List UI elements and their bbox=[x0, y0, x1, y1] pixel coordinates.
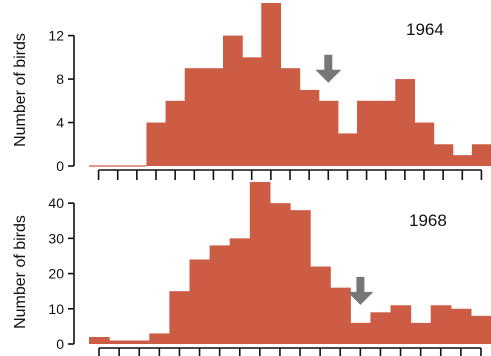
panel-1968: Number of birds 1968 0 10 20 30 40 bbox=[12, 182, 491, 356]
bars-1968 bbox=[89, 182, 491, 344]
bar bbox=[299, 89, 320, 166]
y-tick-label: 0 bbox=[56, 336, 64, 352]
y-tick-label: 8 bbox=[56, 71, 64, 87]
bar bbox=[470, 315, 491, 344]
bar bbox=[89, 336, 110, 344]
down-arrow-icon bbox=[347, 276, 374, 305]
bar bbox=[109, 340, 130, 344]
bar bbox=[450, 308, 472, 344]
y-axis-label-1968: Number of birds bbox=[12, 215, 29, 329]
axes-1964: 0 4 8 12 bbox=[48, 28, 483, 180]
bar bbox=[471, 144, 491, 166]
y-tick-label: 30 bbox=[48, 230, 64, 246]
panel-1964: Number of birds 1964 0 4 8 12 bbox=[12, 3, 491, 180]
bar bbox=[249, 182, 271, 344]
bar bbox=[165, 100, 186, 166]
bar bbox=[414, 122, 435, 166]
bar bbox=[290, 210, 311, 344]
bar bbox=[318, 100, 339, 166]
bar bbox=[390, 305, 412, 344]
bar bbox=[310, 266, 331, 344]
axes-1968: 0 10 20 30 40 bbox=[48, 195, 482, 356]
bar bbox=[370, 312, 392, 344]
bar bbox=[395, 79, 416, 166]
bar bbox=[242, 57, 262, 166]
bar bbox=[189, 259, 211, 344]
bar bbox=[430, 305, 452, 344]
bar bbox=[261, 3, 282, 166]
bar bbox=[330, 287, 351, 344]
down-arrow-icon bbox=[315, 54, 342, 83]
bar bbox=[376, 100, 396, 166]
year-label-1964: 1964 bbox=[406, 20, 444, 39]
bar bbox=[223, 35, 243, 166]
arrow-1968 bbox=[347, 276, 374, 305]
bar bbox=[149, 333, 170, 344]
bar bbox=[146, 122, 167, 166]
bar bbox=[169, 291, 191, 344]
y-tick-label: 12 bbox=[48, 28, 64, 44]
bar bbox=[433, 144, 454, 166]
year-label-1968: 1968 bbox=[409, 211, 447, 230]
bar bbox=[184, 68, 205, 166]
bar bbox=[280, 68, 301, 166]
bar bbox=[229, 238, 251, 344]
bar bbox=[203, 68, 224, 166]
y-tick-label: 0 bbox=[56, 158, 64, 174]
y-tick-label: 20 bbox=[48, 266, 64, 282]
bars-1964 bbox=[89, 3, 491, 167]
bar bbox=[350, 322, 371, 344]
bar bbox=[209, 245, 231, 344]
y-tick-label: 10 bbox=[48, 301, 64, 317]
arrow-1964 bbox=[315, 54, 342, 83]
y-tick-label: 4 bbox=[56, 115, 64, 131]
y-tick-label: 40 bbox=[48, 195, 64, 211]
bar bbox=[337, 133, 358, 166]
bar bbox=[269, 203, 291, 344]
bar bbox=[410, 322, 432, 344]
y-axis-label-1964: Number of birds bbox=[12, 33, 29, 147]
bar bbox=[129, 340, 150, 344]
bar bbox=[452, 155, 473, 166]
bar bbox=[357, 100, 377, 166]
